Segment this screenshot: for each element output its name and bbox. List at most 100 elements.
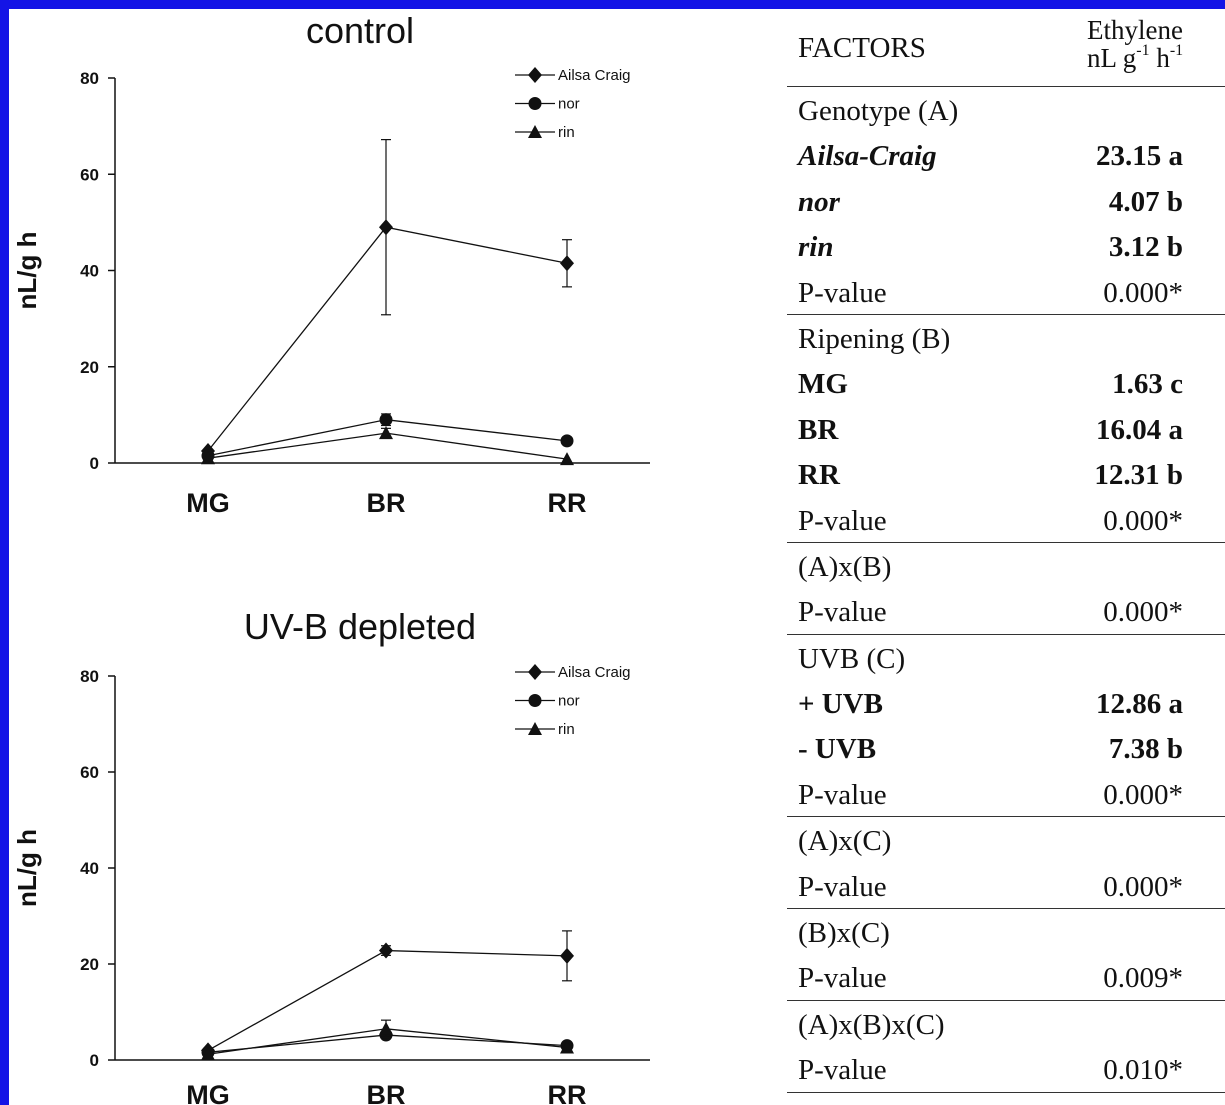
table-row: nor 4.07 b xyxy=(787,178,1225,223)
y-tick-label: 40 xyxy=(80,859,99,878)
anova-table: FACTORS Ethylene nL g-1 h-1 Genotype (A)… xyxy=(787,14,1225,1093)
row-value: 0.000* xyxy=(1103,504,1183,537)
y-tick-label: 40 xyxy=(80,262,99,281)
row-value: 12.31 b xyxy=(1094,459,1183,492)
y-tick-label: 0 xyxy=(90,454,99,473)
table-row: UVB (C) xyxy=(787,635,1225,680)
row-value: 16.04 a xyxy=(1096,413,1183,446)
chart-panel: control nL/g h 0 20 40 60 80 MG BR RR Ailsa Craig n… xyxy=(12,10,650,518)
row-label: (A)x(B)x(C) xyxy=(798,1008,945,1041)
x-category-label: RR xyxy=(548,488,587,518)
legend-label: rin xyxy=(558,124,575,141)
diamond-marker xyxy=(379,942,393,959)
table-row: (A)x(B)x(C) xyxy=(787,1001,1225,1046)
table-row: P-value 0.009* xyxy=(787,954,1225,999)
row-label: RR xyxy=(798,459,840,492)
table-row: (B)x(C) xyxy=(787,909,1225,954)
row-label: BR xyxy=(798,413,839,446)
table-section: Ripening (B) MG 1.63 c BR 16.04 a RR 12.31 b P-… xyxy=(787,315,1225,543)
table-row: P-value 0.000* xyxy=(787,863,1225,908)
triangle-marker xyxy=(201,1047,215,1061)
legend-entry: rin xyxy=(515,124,575,141)
x-category-label: BR xyxy=(367,488,406,518)
table-row: (A)x(B) xyxy=(787,543,1225,588)
table-row: P-value 0.000* xyxy=(787,588,1225,633)
row-label: P-value xyxy=(798,870,887,903)
chart-panel: UV-B depleted nL/g h 0 20 40 60 80 MG BR RR Ailsa … xyxy=(12,606,650,1105)
row-label: P-value xyxy=(798,596,887,629)
row-value: 23.15 a xyxy=(1096,140,1183,173)
triangle-marker xyxy=(379,1021,393,1035)
table-row: rin 3.12 b xyxy=(787,223,1225,268)
triangle-marker xyxy=(528,125,542,138)
y-axis-label: nL/g h xyxy=(12,829,42,907)
chart-title: UV-B depleted xyxy=(244,606,476,647)
row-value: 4.07 b xyxy=(1108,185,1183,218)
row-value: 0.000* xyxy=(1103,596,1183,629)
frame-left-border xyxy=(0,0,9,1105)
table-header: FACTORS Ethylene nL g-1 h-1 xyxy=(787,14,1225,87)
row-label: MG xyxy=(798,368,848,401)
circle-marker xyxy=(560,434,574,448)
row-label: Ripening (B) xyxy=(798,322,951,355)
triangle-marker xyxy=(528,722,542,735)
table-row: P-value 0.010* xyxy=(787,1046,1225,1091)
diamond-marker xyxy=(379,219,393,236)
circle-marker xyxy=(528,97,542,110)
table-row: + UVB 12.86 a xyxy=(787,680,1225,725)
circle-marker xyxy=(528,694,542,707)
row-value: 0.000* xyxy=(1103,778,1183,811)
frame-top-border xyxy=(0,0,1225,9)
row-label: Genotype (A) xyxy=(798,95,959,127)
legend-label: nor xyxy=(558,693,580,710)
y-tick-label: 80 xyxy=(80,69,99,88)
row-label: Ailsa-Craig xyxy=(798,140,937,173)
row-label: P-value xyxy=(798,1054,887,1087)
table-section: (A)x(C) P-value 0.000* xyxy=(787,817,1225,910)
table-row: P-value 0.000* xyxy=(787,269,1225,314)
unit-mid: h xyxy=(1149,43,1170,73)
table-row: BR 16.04 a xyxy=(787,406,1225,451)
x-category-label: MG xyxy=(186,488,230,518)
row-value: 0.009* xyxy=(1103,962,1183,995)
row-label: P-value xyxy=(798,276,887,309)
row-label: nor xyxy=(798,185,840,218)
diamond-marker xyxy=(528,67,542,83)
triangle-marker xyxy=(560,1040,574,1054)
series-ailsa-craig xyxy=(201,139,574,459)
y-tick-label: 0 xyxy=(90,1051,99,1070)
y-tick-label: 60 xyxy=(80,165,99,184)
row-value: 0.000* xyxy=(1103,870,1183,903)
legend-entry: nor xyxy=(515,96,580,113)
table-body: Genotype (A) Ailsa-Craig 23.15 a nor 4.07 b r… xyxy=(787,87,1225,1093)
table-row: Ailsa-Craig 23.15 a xyxy=(787,132,1225,177)
unit-exp2: -1 xyxy=(1169,42,1184,59)
row-value: 1.63 c xyxy=(1112,368,1183,401)
row-label: P-value xyxy=(798,504,887,537)
triangle-marker xyxy=(379,426,393,440)
legend-entry: nor xyxy=(515,693,580,710)
table-row: - UVB 7.38 b xyxy=(787,725,1225,770)
legend-entry: rin xyxy=(515,721,575,738)
legend-label: Ailsa Craig xyxy=(558,67,631,84)
table-section: Genotype (A) Ailsa-Craig 23.15 a nor 4.07 b r… xyxy=(787,87,1225,315)
row-label: rin xyxy=(798,231,834,264)
table-row: MG 1.63 c xyxy=(787,360,1225,405)
unit-exp1: -1 xyxy=(1136,42,1150,59)
table-section: UVB (C) + UVB 12.86 a - UVB 7.38 b P-value 0.0… xyxy=(787,635,1225,818)
row-label: + UVB xyxy=(798,688,884,721)
row-value: 12.86 a xyxy=(1096,688,1183,721)
y-tick-label: 60 xyxy=(80,763,99,782)
row-value: 0.000* xyxy=(1103,276,1183,309)
row-value: 3.12 b xyxy=(1108,231,1183,264)
series-rin xyxy=(201,1019,574,1061)
charts-canvas: control nL/g h 0 20 40 60 80 MG BR RR Ailsa Craig n… xyxy=(12,10,650,1105)
y-tick-label: 20 xyxy=(80,955,99,974)
y-tick-label: 20 xyxy=(80,358,99,377)
x-category-label: BR xyxy=(367,1080,406,1105)
diamond-marker xyxy=(560,947,574,964)
diamond-marker xyxy=(560,255,574,272)
table-row: RR 12.31 b xyxy=(787,451,1225,496)
row-label: (A)x(B) xyxy=(798,550,892,583)
row-value: 0.010* xyxy=(1103,1054,1183,1087)
